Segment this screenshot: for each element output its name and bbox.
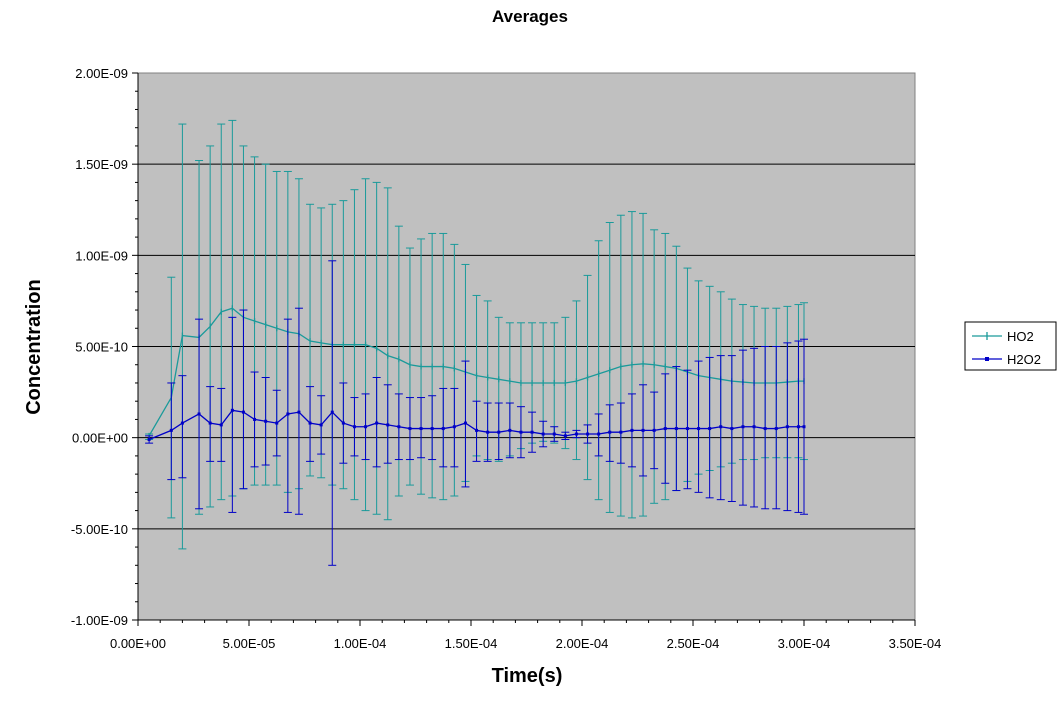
data-point-h2o2 (419, 427, 423, 431)
x-tick-label: 3.50E-04 (889, 636, 942, 651)
data-point-h2o2 (219, 423, 223, 427)
data-point-h2o2 (463, 421, 467, 425)
data-point-h2o2 (319, 423, 323, 427)
series-layer (145, 119, 808, 566)
data-point-h2o2 (241, 410, 245, 414)
data-point-h2o2 (652, 428, 656, 432)
data-point-h2o2 (264, 419, 268, 423)
data-point-h2o2 (730, 427, 734, 431)
axes (132, 72, 916, 626)
data-point-h2o2 (741, 425, 745, 429)
data-point-h2o2 (685, 427, 689, 431)
data-point-h2o2 (197, 412, 201, 416)
data-point-h2o2 (763, 427, 767, 431)
data-point-h2o2 (674, 427, 678, 431)
data-point-h2o2 (597, 432, 601, 436)
data-point-h2o2 (630, 428, 634, 432)
data-point-h2o2 (719, 425, 723, 429)
data-point-h2o2 (641, 428, 645, 432)
legend-label-ho2: HO2 (1007, 329, 1034, 344)
data-point-h2o2 (330, 410, 334, 414)
data-point-h2o2 (397, 425, 401, 429)
data-point-h2o2 (541, 432, 545, 436)
data-point-h2o2 (774, 427, 778, 431)
data-point-h2o2 (341, 421, 345, 425)
y-axis-title: Concentration (23, 279, 45, 415)
legend-label-h2o2: H2O2 (1007, 352, 1041, 367)
data-point-h2o2 (308, 421, 312, 425)
x-tick-label: 1.50E-04 (445, 636, 498, 651)
data-point-h2o2 (208, 421, 212, 425)
data-point-h2o2 (386, 423, 390, 427)
x-tick-label: 0.00E+00 (110, 636, 166, 651)
data-point-h2o2 (697, 427, 701, 431)
y-tick-label: 1.00E-09 (75, 248, 128, 263)
legend: HO2 H2O2 (964, 321, 1057, 371)
data-point-h2o2 (364, 425, 368, 429)
x-tick-label: 2.00E-04 (556, 636, 609, 651)
y-tick-label: 5.00E-10 (75, 340, 128, 355)
data-point-h2o2 (796, 425, 800, 429)
chart-title: Averages (492, 7, 568, 26)
y-tick-label: -1.00E-09 (71, 613, 128, 628)
y-tick-label: 2.00E-09 (75, 66, 128, 81)
x-axis-title: Time(s) (492, 665, 563, 687)
data-point-h2o2 (574, 432, 578, 436)
data-point-h2o2 (519, 430, 523, 434)
data-point-h2o2 (452, 425, 456, 429)
data-point-h2o2 (147, 437, 151, 441)
data-point-h2o2 (253, 417, 257, 421)
data-point-h2o2 (752, 425, 756, 429)
y-tick-label: -5.00E-10 (71, 522, 128, 537)
x-tick-label: 2.50E-04 (667, 636, 720, 651)
legend-box (964, 321, 1057, 371)
data-point-h2o2 (708, 427, 712, 431)
data-point-h2o2 (497, 430, 501, 434)
data-point-h2o2 (530, 430, 534, 434)
data-point-h2o2 (408, 427, 412, 431)
series-h2o2 (145, 260, 808, 566)
data-point-h2o2 (608, 430, 612, 434)
legend-marker-h2o2 (985, 357, 989, 361)
data-point-h2o2 (430, 427, 434, 431)
x-tick-label: 5.00E-05 (223, 636, 276, 651)
data-point-h2o2 (352, 425, 356, 429)
data-point-h2o2 (286, 412, 290, 416)
data-point-h2o2 (785, 425, 789, 429)
y-tick-label: 1.50E-09 (75, 157, 128, 172)
data-point-h2o2 (441, 427, 445, 431)
data-point-h2o2 (375, 421, 379, 425)
data-point-h2o2 (230, 408, 234, 412)
data-point-h2o2 (486, 430, 490, 434)
data-point-h2o2 (475, 428, 479, 432)
x-tick-label: 1.00E-04 (334, 636, 387, 651)
data-point-h2o2 (802, 425, 806, 429)
x-tick-label: 3.00E-04 (778, 636, 831, 651)
data-point-h2o2 (508, 428, 512, 432)
data-point-h2o2 (297, 410, 301, 414)
data-point-h2o2 (663, 427, 667, 431)
data-point-h2o2 (619, 430, 623, 434)
data-point-h2o2 (552, 432, 556, 436)
data-point-h2o2 (586, 432, 590, 436)
data-point-h2o2 (275, 421, 279, 425)
y-tick-label: 0.00E+00 (72, 431, 128, 446)
data-point-h2o2 (563, 434, 567, 438)
tick-labels: -1.00E-09 -5.00E-10 0.00E+00 5.00E-10 1.00E-… (71, 66, 941, 651)
data-point-h2o2 (180, 421, 184, 425)
data-point-h2o2 (169, 428, 173, 432)
